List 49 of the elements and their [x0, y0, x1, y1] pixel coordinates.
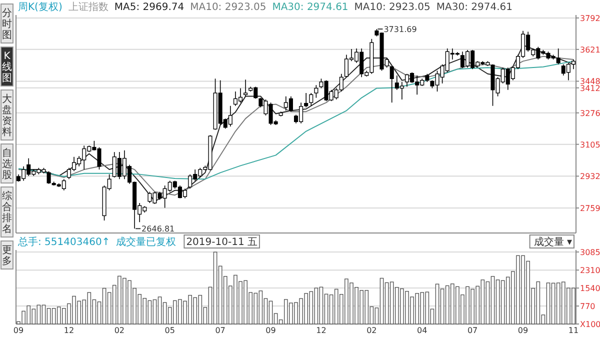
y-tick-label: X100 — [580, 320, 600, 329]
text: MA10: 2923.05 — [354, 2, 430, 13]
text: MA5: 2969.74 — [114, 2, 184, 13]
chart-subtitle: 成交量已复权 — [116, 236, 176, 248]
y-tick-label: 3448 — [580, 77, 600, 86]
y-tick-label: 3412 — [580, 84, 600, 93]
text: 成交量 ▾ — [534, 236, 572, 248]
x-tick-label: 11 — [568, 326, 579, 335]
y-tick-label: 2932 — [580, 172, 600, 182]
x-tick-label: 02 — [114, 326, 125, 335]
text: MA30: 2974.61 — [272, 2, 348, 13]
y-tick-label: 3105 — [580, 140, 600, 150]
annotation: 3731.69 — [384, 25, 417, 34]
candlestick — [314, 84, 318, 98]
x-tick-label: 07 — [215, 326, 226, 335]
x-tick-label: 04 — [417, 326, 428, 335]
y-tick-label: 3621 — [580, 45, 600, 54]
x-tick-label: 05 — [164, 326, 175, 335]
x-tick-label: 12 — [64, 326, 74, 335]
y-tick-label: 2759 — [580, 204, 600, 213]
text: 更多 — [2, 245, 12, 267]
text: 分时图 — [2, 7, 12, 41]
x-tick-label: 09 — [518, 326, 528, 335]
text: MA10: 2923.05 — [190, 2, 266, 13]
x-tick-label: 09 — [266, 326, 276, 335]
candlestick — [244, 79, 248, 97]
candlestick — [309, 92, 314, 106]
y-tick-label: 3276 — [580, 108, 600, 118]
text: MA30: 2974.61 — [436, 2, 512, 13]
y-tick-label: 3792 — [580, 14, 600, 23]
candlestick — [390, 66, 394, 103]
text: 综合排名 — [2, 190, 12, 235]
x-tick-label: 12 — [316, 326, 326, 335]
x-tick-label: 02 — [366, 326, 377, 335]
text: K线图 — [2, 51, 12, 84]
annotation: 2646.81 — [142, 224, 175, 234]
chart-title: 总手: 551403460↑ — [17, 236, 110, 248]
text: 大盘资料 — [2, 93, 12, 138]
y-tick-label: 770 — [580, 302, 596, 312]
chart-subtitle: 上证指数 — [68, 1, 108, 13]
x-tick-label: 09 — [13, 326, 24, 335]
candlestick — [304, 92, 308, 108]
chart-title: 周K(复权) — [18, 1, 62, 13]
y-tick-label: 1540 — [580, 284, 600, 294]
y-tick-label: 3085 — [580, 248, 600, 257]
text: 2019-10-11 五 — [186, 237, 258, 248]
y-tick-label: 2310 — [580, 266, 600, 276]
x-tick-label: 07 — [467, 326, 478, 335]
text: 自选股 — [2, 147, 12, 181]
